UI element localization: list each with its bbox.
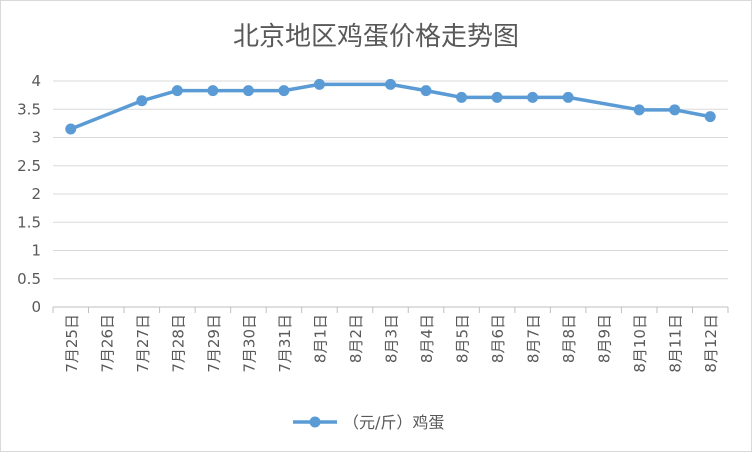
series-group [65,78,716,135]
y-tick-label: 3 [31,129,41,147]
data-point[interactable] [456,91,468,103]
x-tick-label: 7月29日 [205,314,223,373]
x-tick-label: 8月10日 [631,314,649,373]
y-tick-label: 2 [31,185,41,203]
x-tick-label: 7月25日 [63,314,81,373]
chart-title: 北京地区鸡蛋价格走势图 [233,22,519,52]
legend-point-marker [309,416,321,428]
x-tick-label: 7月28日 [169,314,187,373]
y-axis-tick-labels: 0 0.5 1 1.5 2 2.5 3 3.5 4 [17,72,41,316]
y-tick-label: 0.5 [17,270,41,288]
legend[interactable]: （元/斤）鸡蛋 [293,413,444,432]
x-tick-label: 8月4日 [418,314,436,363]
data-point[interactable] [704,111,716,123]
x-tick-label: 7月26日 [98,314,116,373]
y-tick-label: 1.5 [17,213,41,231]
x-tick-label: 8月2日 [347,314,365,363]
data-point[interactable] [669,104,681,116]
x-tick-label: 7月30日 [240,314,258,373]
data-point[interactable] [313,78,325,90]
x-axis-tick-labels: 7月25日 7月26日 7月27日 7月28日 7月29日 7月30日 7月31日 8月1日 8… [63,314,720,373]
data-point[interactable] [420,85,432,97]
x-tick-label: 7月31日 [276,314,294,373]
x-tick-label: 8月6日 [489,314,507,363]
x-tick-label: 8月5日 [454,314,472,363]
grid-lines [53,80,728,280]
x-tick-label: 8月1日 [311,314,329,363]
x-axis [52,306,729,313]
x-tick-label: 7月27日 [134,314,152,373]
y-tick-label: 4 [31,72,41,90]
x-tick-label: 8月11日 [667,314,685,373]
data-point[interactable] [385,78,396,90]
data-point[interactable] [633,104,645,116]
x-tick-label: 8月12日 [702,314,720,373]
y-tick-label: 3.5 [17,100,41,118]
data-point[interactable] [171,85,183,97]
data-point[interactable] [278,85,290,97]
data-point[interactable] [562,91,574,103]
y-tick-label: 2.5 [17,157,41,175]
x-tick-label: 8月7日 [525,314,543,363]
legend-label: （元/斤）鸡蛋 [343,413,444,432]
x-tick-label: 8月3日 [383,314,401,363]
x-tick-label: 8月9日 [596,314,614,363]
data-point[interactable] [136,95,148,107]
data-point[interactable] [242,85,254,97]
data-point[interactable] [207,85,219,97]
data-point[interactable] [527,91,539,103]
y-tick-label: 1 [31,242,41,260]
y-tick-label: 0 [31,298,41,316]
data-point[interactable] [65,123,77,135]
data-point[interactable] [491,91,503,103]
x-tick-label: 8月8日 [560,314,578,363]
series-line [69,82,712,131]
